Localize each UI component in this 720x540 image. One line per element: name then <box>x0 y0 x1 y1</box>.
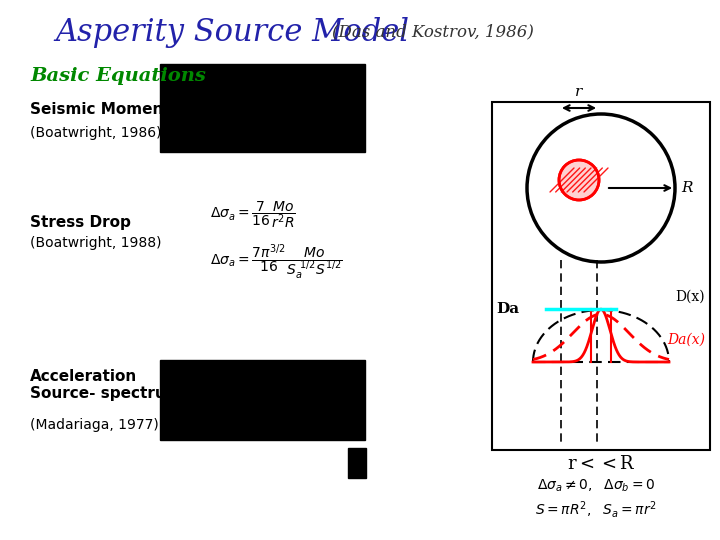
Text: r: r <box>575 85 582 99</box>
Text: Da: Da <box>496 302 519 316</box>
Text: $\Delta\sigma_a = \dfrac{7}{16}\dfrac{Mo}{r^2 R}$: $\Delta\sigma_a = \dfrac{7}{16}\dfrac{Mo… <box>210 199 296 231</box>
Text: r$<<$R: r$<<$R <box>567 455 635 473</box>
Text: (Das and Kostrov, 1986): (Das and Kostrov, 1986) <box>332 24 534 40</box>
Text: $S = \pi R^2, \ \ S_a = \pi r^2$: $S = \pi R^2, \ \ S_a = \pi r^2$ <box>535 500 657 521</box>
Circle shape <box>527 114 675 262</box>
Text: $\Delta\sigma_a = \dfrac{7\pi^{3/2}}{16}\dfrac{Mo}{S_a^{\ 1/2}S^{1/2}}$: $\Delta\sigma_a = \dfrac{7\pi^{3/2}}{16}… <box>210 242 343 282</box>
Text: Stress Drop: Stress Drop <box>30 214 131 230</box>
Text: (Boatwright, 1986): (Boatwright, 1986) <box>30 126 161 140</box>
Text: $\Delta\sigma_a \neq 0,\ \ \Delta\sigma_b = 0$: $\Delta\sigma_a \neq 0,\ \ \Delta\sigma_… <box>537 478 655 494</box>
Text: Da(x): Da(x) <box>667 333 705 347</box>
Text: (Boatwright, 1988): (Boatwright, 1988) <box>30 236 161 250</box>
Bar <box>160 360 365 440</box>
Text: Basic Equations: Basic Equations <box>30 67 206 85</box>
Bar <box>348 448 366 478</box>
Text: Seismic Moment: Seismic Moment <box>30 103 171 118</box>
Text: (Madariaga, 1977): (Madariaga, 1977) <box>30 418 158 432</box>
Text: Asperity Source Model: Asperity Source Model <box>55 17 409 48</box>
Bar <box>160 64 365 152</box>
Bar <box>492 102 710 450</box>
Text: D(x): D(x) <box>675 290 705 304</box>
Circle shape <box>559 160 599 200</box>
Text: Acceleration
Source- spectrum: Acceleration Source- spectrum <box>30 369 181 401</box>
Text: R: R <box>681 181 693 195</box>
